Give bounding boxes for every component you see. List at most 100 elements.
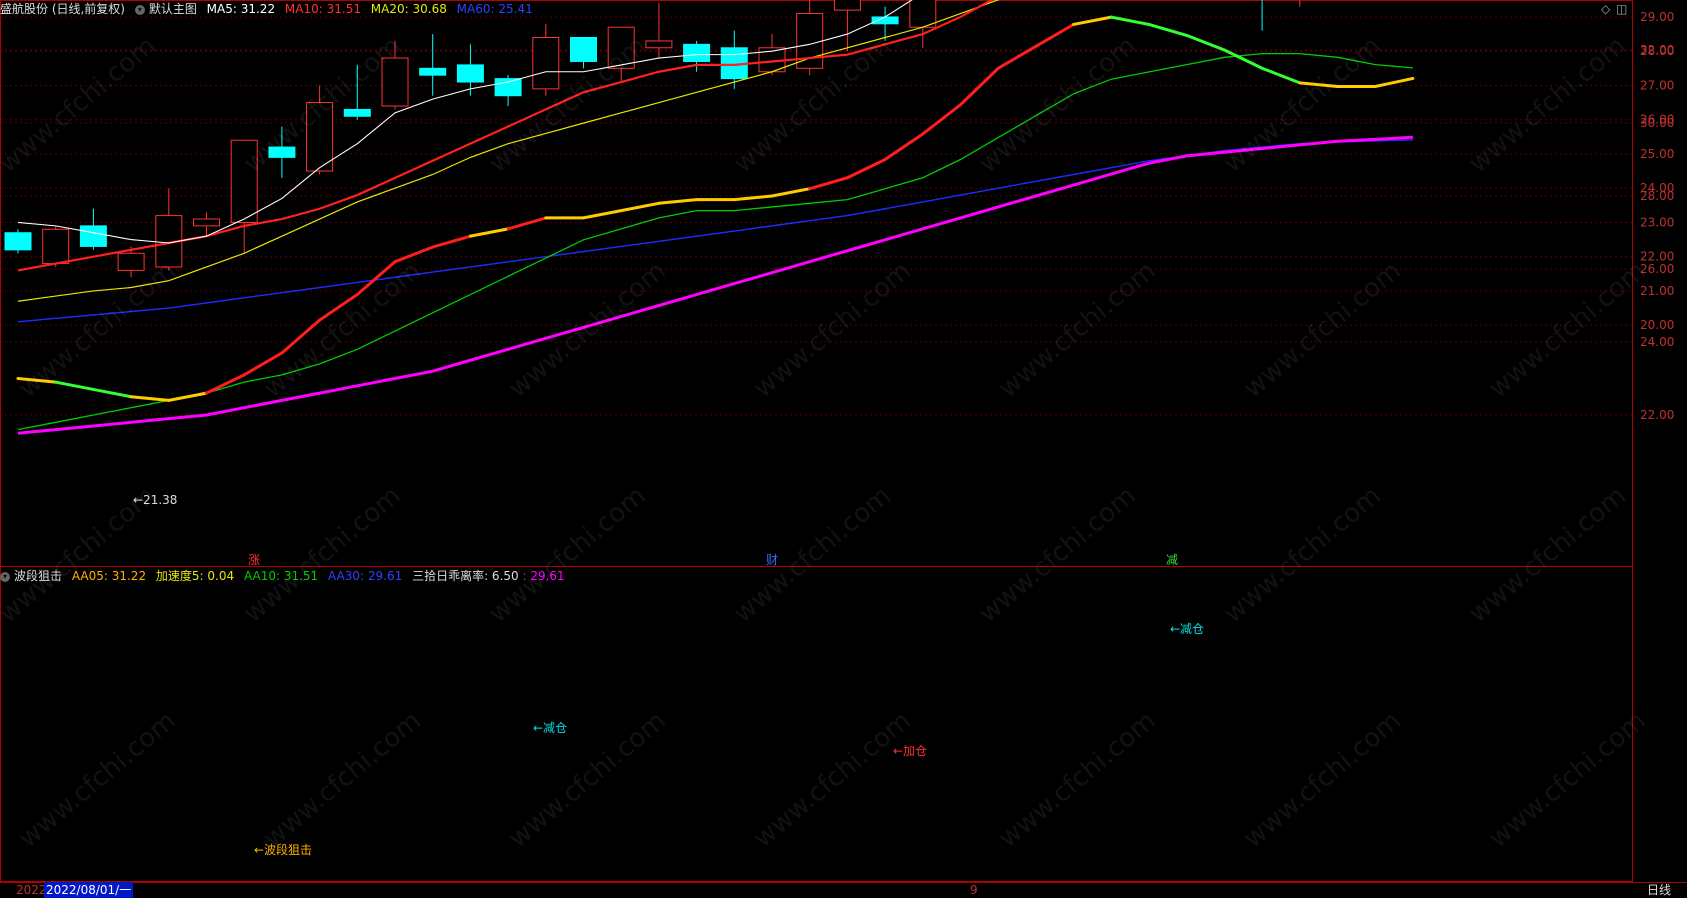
- price-tick-label: 27.00: [1640, 78, 1674, 92]
- aa05-segment: [205, 373, 246, 395]
- indicator-name[interactable]: 波段狙击: [14, 569, 63, 583]
- indicator-tick-label: 28.00: [1640, 189, 1674, 203]
- aa10-value: AA10: 31.51: [243, 569, 319, 583]
- aa05-segment: [1373, 76, 1415, 88]
- aa05-segment: [1185, 33, 1226, 52]
- window-icon[interactable]: ◫: [1616, 2, 1628, 16]
- deviation-value: 三拾日乖离率: 6.50: [412, 569, 519, 583]
- diamond-icon[interactable]: ◇: [1601, 2, 1611, 16]
- aa05-segment: [770, 187, 812, 198]
- candle-down[interactable]: [79, 225, 107, 247]
- aa30-line: [17, 135, 1413, 435]
- candle-up[interactable]: [193, 218, 220, 227]
- aa05-segment: [431, 234, 472, 249]
- candle-up[interactable]: [833, 0, 861, 11]
- signal-jiancang-2: ←减仓: [1170, 622, 1204, 636]
- indicator-tick-label: 22.00: [1640, 408, 1674, 422]
- ma20-value: MA20: 30.68: [370, 2, 447, 16]
- accel-value: 加速度5: 0.04: [155, 569, 235, 583]
- aa05-segment: [959, 66, 1000, 107]
- event-badge-jian: 减: [1166, 553, 1178, 567]
- ma5-value: MA5: 31.22: [206, 2, 276, 16]
- candle-down[interactable]: [419, 67, 447, 76]
- candle-down[interactable]: [871, 16, 899, 25]
- settings-icon[interactable]: ▾: [134, 4, 145, 15]
- indicator-panel-border: [0, 566, 1633, 882]
- candle-up[interactable]: [607, 26, 635, 69]
- signal-jiacang: ←加仓: [893, 744, 927, 758]
- aa05-segment: [732, 194, 774, 202]
- aa05-segment: [280, 318, 322, 355]
- aa05-segment: [91, 387, 133, 399]
- aa05-segment: [355, 260, 397, 297]
- aa05-segment: [16, 377, 58, 384]
- aa05-segment: [1034, 22, 1076, 48]
- candle-up[interactable]: [381, 57, 409, 107]
- aa05-segment: [242, 351, 284, 377]
- aa05-segment: [619, 201, 661, 213]
- aa05-segment: [1222, 48, 1264, 70]
- candle-up[interactable]: [532, 37, 560, 90]
- candle-up[interactable]: [230, 139, 258, 223]
- indicator-tick-label: 24.00: [1640, 335, 1674, 349]
- aa05-segment: [1109, 15, 1151, 26]
- candle-up[interactable]: [306, 102, 334, 172]
- price-tick-label: 25.00: [1640, 147, 1674, 161]
- aa05-segment: [393, 245, 435, 264]
- aa05-segment: [1298, 81, 1339, 88]
- indicator-settings-icon[interactable]: ▾: [0, 571, 10, 582]
- aa05-segment: [129, 395, 171, 402]
- candle-up[interactable]: [117, 252, 145, 271]
- aa05-segment: [996, 44, 1038, 70]
- price-axis: 34.0033.0032.0031.0030.0029.0028.0027.00…: [1640, 10, 1674, 422]
- ma60-value: MA60: 25.41: [456, 2, 533, 16]
- event-badge-cai: 财: [766, 553, 778, 567]
- ma5-line: [17, 0, 913, 244]
- indicator-tick-label: 32.00: [1640, 43, 1674, 57]
- date-cursor[interactable]: 2022/08/01/一: [44, 882, 134, 898]
- period-label[interactable]: 日线: [1647, 883, 1672, 897]
- aa05-segment: [808, 176, 849, 191]
- month-mark: 9: [970, 883, 978, 897]
- candle-up[interactable]: [42, 228, 70, 265]
- aa05-value: AA05: 31.22: [71, 569, 147, 583]
- signal-jiancang-1: ←减仓: [533, 721, 567, 735]
- aa30-value: AA30: 29.61: [328, 569, 403, 583]
- candle-down[interactable]: [456, 64, 484, 83]
- aa05-segment: [845, 158, 887, 180]
- aa10-line: [17, 53, 1413, 431]
- price-tick-label: 22.00: [1640, 250, 1674, 264]
- aa05-segment: [1260, 66, 1302, 85]
- aa05-segment: [582, 209, 623, 220]
- aa05-segment: [883, 132, 925, 161]
- signal-boduan: ←波段狙击: [254, 842, 312, 857]
- candle-up[interactable]: [796, 13, 824, 69]
- aa05-segment: [167, 391, 208, 402]
- price-tick-label: 21.00: [1640, 284, 1674, 298]
- candle-down[interactable]: [494, 78, 522, 97]
- deviation-extra: : 29.61: [522, 569, 565, 583]
- aa05-segment: [54, 380, 95, 391]
- candle-down[interactable]: [268, 146, 296, 158]
- price-tick-label: 28.00: [1640, 44, 1674, 58]
- candle-up[interactable]: [909, 0, 937, 28]
- candle-down[interactable]: [4, 232, 32, 251]
- aa05-segment: [657, 198, 699, 205]
- ma-lines: [16, 0, 1415, 435]
- stock-title[interactable]: 盛航股份 (日线,前复权): [0, 2, 125, 16]
- aa05-segment: [318, 293, 359, 322]
- candle-up[interactable]: [645, 40, 673, 49]
- candle-down[interactable]: [570, 37, 597, 62]
- candle-down[interactable]: [343, 108, 371, 117]
- aa05-segment: [1072, 15, 1113, 26]
- main-label[interactable]: 默认主图: [148, 2, 197, 16]
- candlestick-series[interactable]: [4, 0, 1426, 278]
- year-label: 2022: [16, 883, 47, 897]
- indicator-tick-label: 26.00: [1640, 262, 1674, 276]
- candle-down[interactable]: [683, 43, 711, 62]
- date-bar: 2022 2022/08/01/一 9 日线: [0, 882, 1687, 898]
- ma10-line: [17, 0, 994, 272]
